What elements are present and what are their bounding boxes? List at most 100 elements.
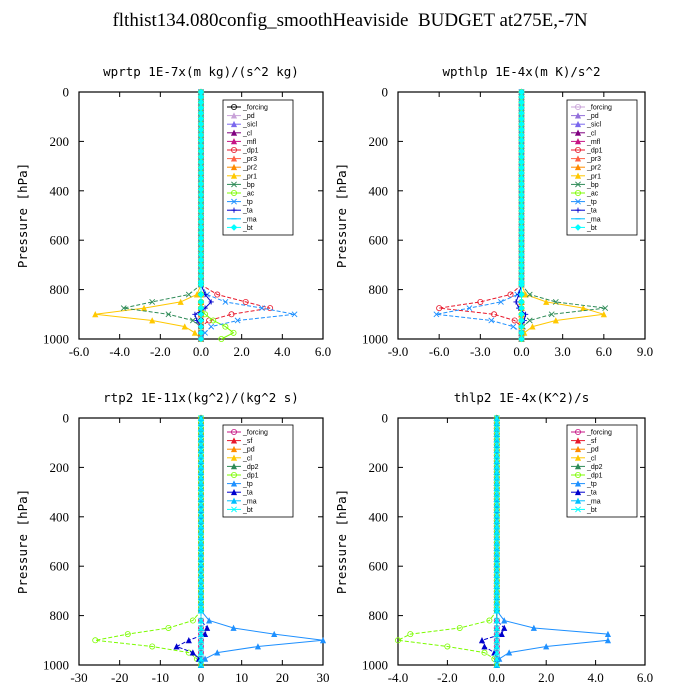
data-point [198, 490, 204, 497]
legend-label: _forcing [242, 430, 268, 437]
data-point [197, 329, 205, 337]
data-point [198, 583, 204, 589]
data-point [493, 555, 500, 562]
legend-label: _mfl [586, 139, 601, 146]
legend-label: _pd [242, 447, 255, 454]
x-tick-label: 30 [317, 670, 330, 685]
x-tick-label: -3.0 [470, 344, 491, 359]
legend-label: _tp [242, 199, 253, 206]
data-point [198, 420, 204, 426]
data-point [518, 304, 525, 312]
data-point [197, 317, 205, 324]
data-point [518, 310, 525, 318]
y-tick-label: 0 [382, 411, 389, 426]
legend-label: _bt [242, 225, 253, 232]
legend-label: _pr3 [586, 156, 601, 163]
data-point [493, 577, 500, 584]
x-tick-label: 4.0 [274, 344, 290, 359]
legend-label: _ma [586, 498, 601, 505]
data-point [197, 278, 205, 286]
data-point [493, 588, 500, 595]
data-point [481, 643, 488, 650]
legend-label: _ta [586, 208, 597, 215]
data-point [518, 323, 525, 330]
data-point [198, 517, 204, 524]
data-point [214, 291, 221, 298]
data-point [493, 490, 500, 497]
data-point [498, 630, 505, 638]
panel-title: thlp2 1E-4x(K^2)/s [454, 390, 589, 405]
data-point [456, 624, 463, 631]
data-point [185, 637, 192, 644]
data-point [189, 317, 196, 324]
legend-marker [231, 207, 237, 213]
y-tick-label: 1000 [43, 332, 69, 347]
data-point [486, 617, 493, 624]
data-point [198, 479, 204, 486]
series-line-pr1 [95, 92, 202, 340]
data-point [198, 458, 204, 464]
data-point [197, 291, 205, 298]
data-point [600, 311, 607, 318]
y-tick-label: 200 [50, 134, 70, 149]
data-point [493, 572, 500, 579]
y-tick-label: 400 [50, 509, 70, 524]
data-point [149, 317, 156, 324]
legend: _forcing_sf _pd_cl _dp2 _dp1_tp _ta_ma _bt [222, 424, 294, 518]
data-point [518, 317, 525, 324]
data-point [488, 317, 495, 324]
data-point [493, 501, 500, 508]
data-point [198, 447, 204, 454]
legend-label: _ac [242, 191, 255, 198]
legend-label: _dp1 [586, 473, 603, 480]
legend-label: _dp2 [242, 464, 259, 471]
y-tick-label: 600 [50, 233, 70, 248]
chart-panel-4: thlp2 1E-4x(K^2)/s Pressure [hPa] -4.0 -2.0… [334, 390, 653, 685]
y-tick-label: 600 [50, 559, 70, 574]
legend-marker [575, 506, 581, 513]
legend-label: _pd [242, 113, 255, 120]
data-point [198, 637, 204, 644]
y-tick-label: 0 [63, 85, 70, 100]
data-point [543, 298, 550, 305]
data-point [208, 299, 214, 305]
data-point [529, 323, 536, 330]
data-point [198, 415, 204, 421]
y-tick-label: 400 [50, 183, 70, 198]
y-tick-label: 600 [369, 559, 389, 574]
y-tick-label: 0 [63, 411, 70, 426]
data-point [198, 625, 204, 631]
series-line-tp [436, 92, 522, 339]
data-point [198, 523, 204, 530]
legend-label: _pr2 [242, 165, 257, 172]
data-point [493, 441, 500, 448]
data-point [436, 305, 443, 312]
data-point [493, 458, 500, 464]
legend-label: _pr3 [242, 156, 257, 163]
legend-marker [574, 112, 582, 119]
data-point [481, 649, 488, 656]
data-point [493, 468, 500, 475]
y-tick-label: 400 [369, 509, 389, 524]
legend-label: _cl [242, 455, 252, 462]
legend-marker [230, 129, 238, 136]
data-point [198, 631, 204, 638]
data-point [198, 452, 204, 459]
x-tick-label: -30 [70, 670, 87, 685]
legend-marker [230, 488, 238, 496]
data-point [552, 317, 559, 324]
data-point [493, 599, 500, 606]
x-tick-label: 3.0 [555, 344, 571, 359]
data-point [493, 550, 500, 557]
legend-label: _pd [586, 113, 599, 120]
data-point [120, 305, 127, 312]
legend-label: _bp [586, 182, 599, 189]
data-point [198, 593, 204, 600]
data-point [407, 631, 414, 638]
data-point [198, 604, 204, 611]
data-point [192, 311, 198, 317]
data-point [198, 485, 204, 492]
chart-panel-2: wpthlp 1E-4x(m K)/s^2 Pressure [hPa] -9.0 -… [334, 64, 653, 359]
chart-panel-1: wprtp 1E-7x(m kg)/(s^2 kg) Pressure [hPa]… [15, 64, 331, 359]
series-line-dp1 [200, 92, 271, 339]
